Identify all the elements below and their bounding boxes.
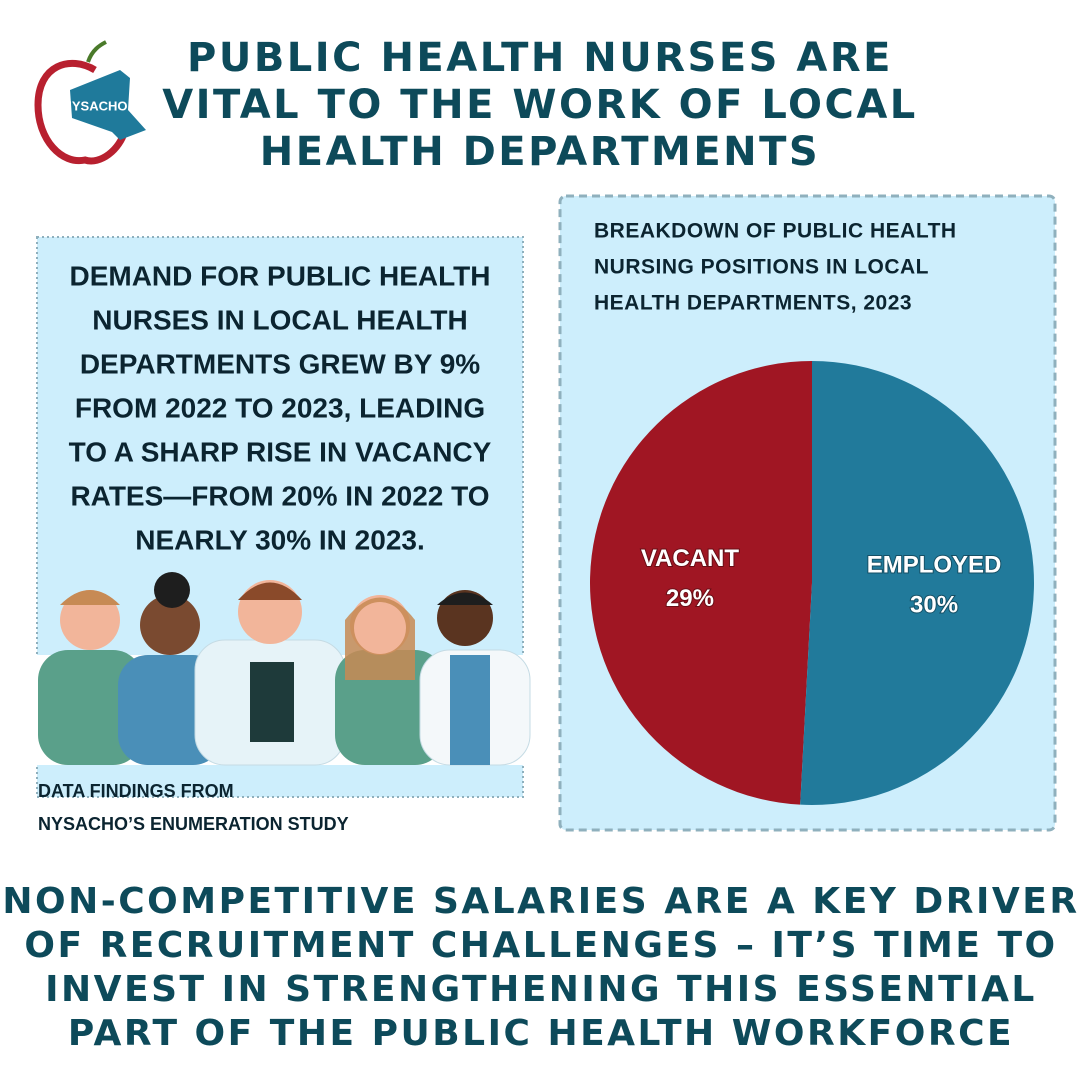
logo-apple (34, 59, 129, 165)
slice-name: EMPLOYED (867, 552, 1002, 579)
doctor (419, 590, 531, 766)
highlight-line: NURSES IN LOCAL HEALTH (92, 304, 467, 335)
highlight-line: RATES—FROM 20% IN 2022 TO (70, 480, 489, 511)
nurse (38, 590, 143, 765)
logo-stem (86, 40, 107, 63)
footer-line: OF RECRUITMENT CHALLENGES – IT’S TIME TO (24, 925, 1057, 966)
chart-title-line: BREAKDOWN OF PUBLIC HEALTH (594, 220, 957, 243)
logo-state (70, 70, 146, 140)
pie-slice (800, 361, 1035, 805)
highlight-line: TO A SHARP RISE IN VACANCY (69, 436, 492, 467)
slice-value-label: 30% (910, 592, 958, 619)
slice-value-label: 29% (666, 585, 714, 612)
title-line: VITAL TO THE WORK OF LOCAL (162, 82, 918, 128)
chart-title-line: HEALTH DEPARTMENTS, 2023 (594, 292, 912, 315)
highlight-line: NEARLY 30% IN 2023. (135, 524, 425, 555)
highlight-line: DEMAND FOR PUBLIC HEALTH (69, 260, 490, 291)
nurses-illustration (30, 572, 540, 766)
footer-line: INVEST IN STRENGTHENING THIS ESSENTIAL (45, 969, 1037, 1010)
footer-line: PART OF THE PUBLIC HEALTH WORKFORCE (68, 1013, 1014, 1054)
source-line: NYSACHO’S ENUMERATION STUDY (38, 814, 349, 834)
footer-line: NON-COMPETITIVE SALARIES ARE A KEY DRIVE… (2, 881, 1079, 922)
chart-title-line: NURSING POSITIONS IN LOCAL (594, 256, 929, 279)
doctor (194, 580, 346, 766)
logo-text: NYSACHO (62, 98, 127, 113)
nurse (335, 595, 445, 765)
source-line: DATA FINDINGS FROM (38, 781, 234, 801)
logo: NYSACHO (34, 40, 146, 165)
highlight-line: FROM 2022 TO 2023, LEADING (75, 392, 485, 423)
slice-name: VACANT (641, 545, 740, 572)
title-line: PUBLIC HEALTH NURSES ARE (187, 35, 893, 81)
title-line: HEALTH DEPARTMENTS (260, 129, 820, 175)
highlight-line: DEPARTMENTS GREW BY 9% (80, 348, 480, 379)
pie-slice (590, 361, 812, 805)
